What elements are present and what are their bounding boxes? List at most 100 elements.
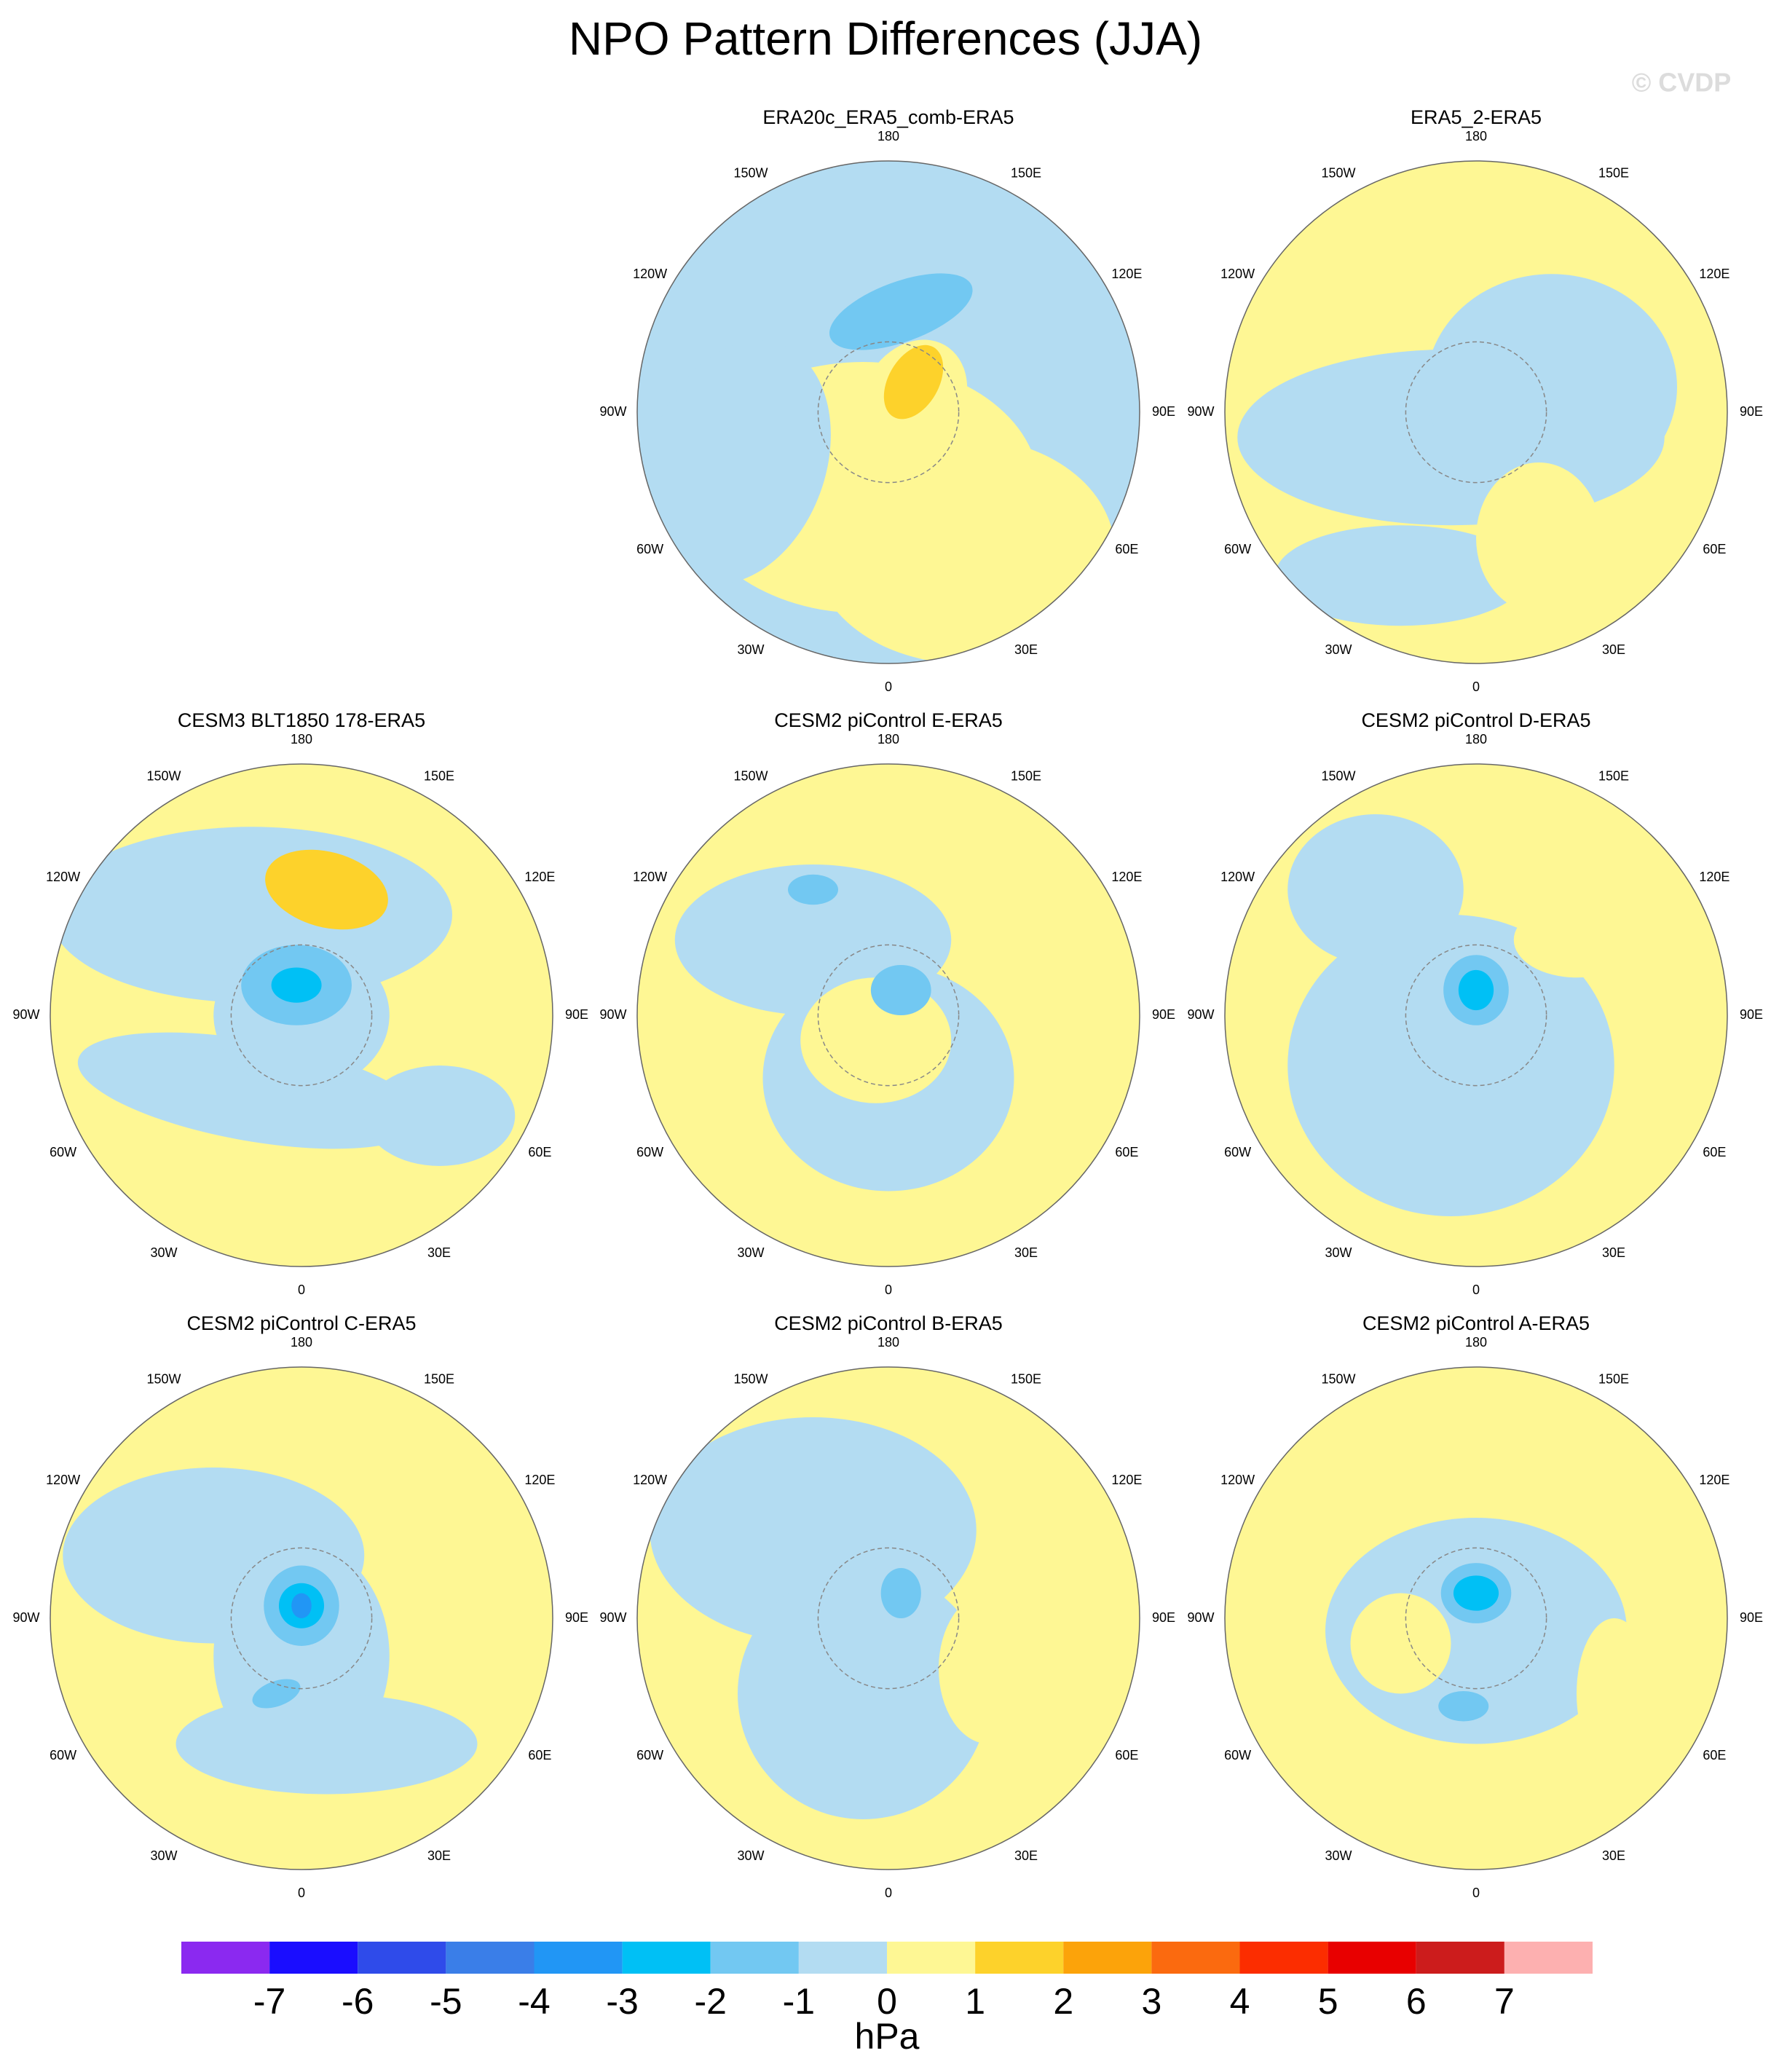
- field-contour: [1426, 274, 1677, 500]
- colorbar-box: [975, 1942, 1064, 1974]
- map-border: [636, 1366, 1140, 1870]
- lon-label: 60E: [1703, 542, 1726, 556]
- field-contour: [175, 1693, 478, 1795]
- coast-hint: [230, 1547, 373, 1690]
- lon-label: 120W: [633, 1473, 667, 1487]
- lon-label: 60W: [50, 1748, 76, 1762]
- field-contour: [813, 437, 1115, 663]
- field-contour: [271, 967, 322, 1003]
- field-contour: [1287, 814, 1464, 965]
- lon-label: 30E: [1014, 1245, 1038, 1260]
- colorbar-label: -4: [518, 1981, 550, 2022]
- lon-label: 60E: [1115, 1748, 1138, 1762]
- lon-label: 150W: [1321, 768, 1355, 783]
- lon-label: 180: [877, 1335, 899, 1350]
- lon-label: 120W: [46, 1473, 80, 1487]
- map-field: [637, 161, 1140, 663]
- lon-label: 30W: [1325, 642, 1352, 657]
- colorbar-box: [1151, 1942, 1240, 1974]
- field-contour: [1287, 915, 1614, 1216]
- panel-title: CESM2 piControl D-ERA5: [1361, 709, 1590, 731]
- lon-label: 0: [885, 679, 892, 694]
- lon-label: 60W: [50, 1145, 76, 1159]
- lon-label: 150W: [1321, 165, 1355, 180]
- lon-label: 120W: [1220, 267, 1255, 281]
- field-contour: [1275, 525, 1526, 626]
- watermark: © CVDP: [1632, 68, 1732, 98]
- lon-label: 60E: [1703, 1748, 1726, 1762]
- map-field: [50, 1367, 553, 1870]
- map-border: [50, 1366, 553, 1870]
- lon-label: 60E: [1703, 1145, 1726, 1159]
- colorbar-box: [181, 1942, 270, 1974]
- map-field: [637, 764, 1140, 1267]
- lon-label: 150E: [1011, 165, 1041, 180]
- map-border: [1224, 1366, 1728, 1870]
- lon-label: 30W: [150, 1245, 177, 1260]
- lon-label: 150W: [146, 1371, 181, 1386]
- lon-label: 0: [1472, 1886, 1480, 1900]
- field-contour: [1476, 462, 1602, 613]
- panel-title: CESM2 piControl E-ERA5: [774, 709, 1003, 731]
- lon-label: 90W: [1187, 404, 1214, 419]
- colorbar-label: -3: [606, 1981, 638, 2022]
- lon-label: 60W: [636, 1145, 663, 1159]
- colorbar-label: 1: [965, 1981, 985, 2022]
- coast-hint: [1405, 944, 1547, 1087]
- coast-hint: [817, 944, 960, 1087]
- lon-label: 30W: [737, 642, 764, 657]
- lon-label: 180: [877, 129, 899, 143]
- lon-label: 30E: [1014, 642, 1038, 657]
- colorbar-box: [622, 1942, 711, 1974]
- lon-label: 60E: [528, 1748, 551, 1762]
- lon-label: 60W: [1224, 1145, 1251, 1159]
- lon-label: 60E: [1115, 542, 1138, 556]
- lon-label: 120E: [1699, 870, 1729, 884]
- field-contour: [880, 1568, 921, 1618]
- lon-label: 150E: [424, 768, 454, 783]
- colorbar-label: 2: [1053, 1981, 1073, 2022]
- lon-label: 150W: [733, 1371, 768, 1386]
- lon-label: 30E: [1602, 1848, 1625, 1863]
- field-contour: [883, 344, 944, 419]
- colorbar-label: -6: [342, 1981, 374, 2022]
- lon-label: 180: [291, 1335, 312, 1350]
- colorbar-box: [887, 1942, 976, 1974]
- field-contour: [870, 965, 931, 1015]
- lon-label: 180: [291, 732, 312, 747]
- map-field: [637, 1367, 1140, 1870]
- lon-label: 60W: [636, 1748, 663, 1762]
- map-border: [636, 763, 1140, 1267]
- lon-label: 90W: [1187, 1610, 1214, 1625]
- coast-hint: [817, 341, 960, 484]
- lon-label: 120E: [1699, 1473, 1729, 1487]
- lon-label: 30W: [737, 1245, 764, 1260]
- lon-label: 0: [1472, 1283, 1480, 1297]
- map-field: [1225, 1367, 1727, 1870]
- lon-label: 90W: [1187, 1007, 1214, 1022]
- lon-label: 180: [1465, 129, 1487, 143]
- lon-label: 60E: [1115, 1145, 1138, 1159]
- colorbar-label: 0: [877, 1981, 897, 2022]
- colorbar-label: -7: [253, 1981, 285, 2022]
- lon-label: 120W: [633, 267, 667, 281]
- colorbar-label: 6: [1406, 1981, 1427, 2022]
- lon-label: 90E: [1152, 1007, 1175, 1022]
- colorbar-box: [534, 1942, 623, 1974]
- lon-label: 120E: [1111, 1473, 1142, 1487]
- lon-label: 120E: [524, 1473, 555, 1487]
- map-border: [1224, 763, 1728, 1267]
- coast-hint: [1405, 341, 1547, 484]
- lon-label: 120W: [1220, 870, 1255, 884]
- lon-label: 30E: [427, 1245, 451, 1260]
- lon-label: 90E: [1740, 1007, 1763, 1022]
- lon-label: 0: [298, 1283, 305, 1297]
- lon-label: 90E: [1152, 404, 1175, 419]
- lon-label: 120W: [46, 870, 80, 884]
- lon-label: 0: [885, 1283, 892, 1297]
- field-contour: [1350, 1593, 1451, 1694]
